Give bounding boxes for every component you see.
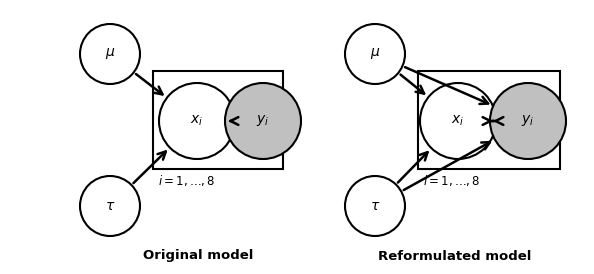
Text: $\mu$: $\mu$	[105, 47, 115, 61]
Ellipse shape	[490, 83, 566, 159]
Text: Reformulated model: Reformulated model	[378, 250, 532, 262]
Text: $\mu$: $\mu$	[370, 47, 380, 61]
Text: $y_i$: $y_i$	[257, 113, 270, 129]
Text: $i = 1, \ldots, 8$: $i = 1, \ldots, 8$	[158, 173, 216, 188]
Bar	[153, 71, 283, 169]
Text: $x_i$: $x_i$	[191, 114, 204, 128]
Text: $\tau$: $\tau$	[105, 199, 115, 213]
Ellipse shape	[225, 83, 301, 159]
Text: Original model: Original model	[143, 250, 253, 262]
Text: $x_i$: $x_i$	[451, 114, 465, 128]
Ellipse shape	[80, 176, 140, 236]
Ellipse shape	[345, 24, 405, 84]
Text: $i = 1, \ldots, 8$: $i = 1, \ldots, 8$	[423, 173, 481, 188]
Bar	[418, 71, 560, 169]
Text: $\tau$: $\tau$	[370, 199, 380, 213]
Ellipse shape	[420, 83, 496, 159]
Ellipse shape	[80, 24, 140, 84]
Ellipse shape	[345, 176, 405, 236]
Text: $y_i$: $y_i$	[522, 113, 535, 129]
Ellipse shape	[159, 83, 235, 159]
